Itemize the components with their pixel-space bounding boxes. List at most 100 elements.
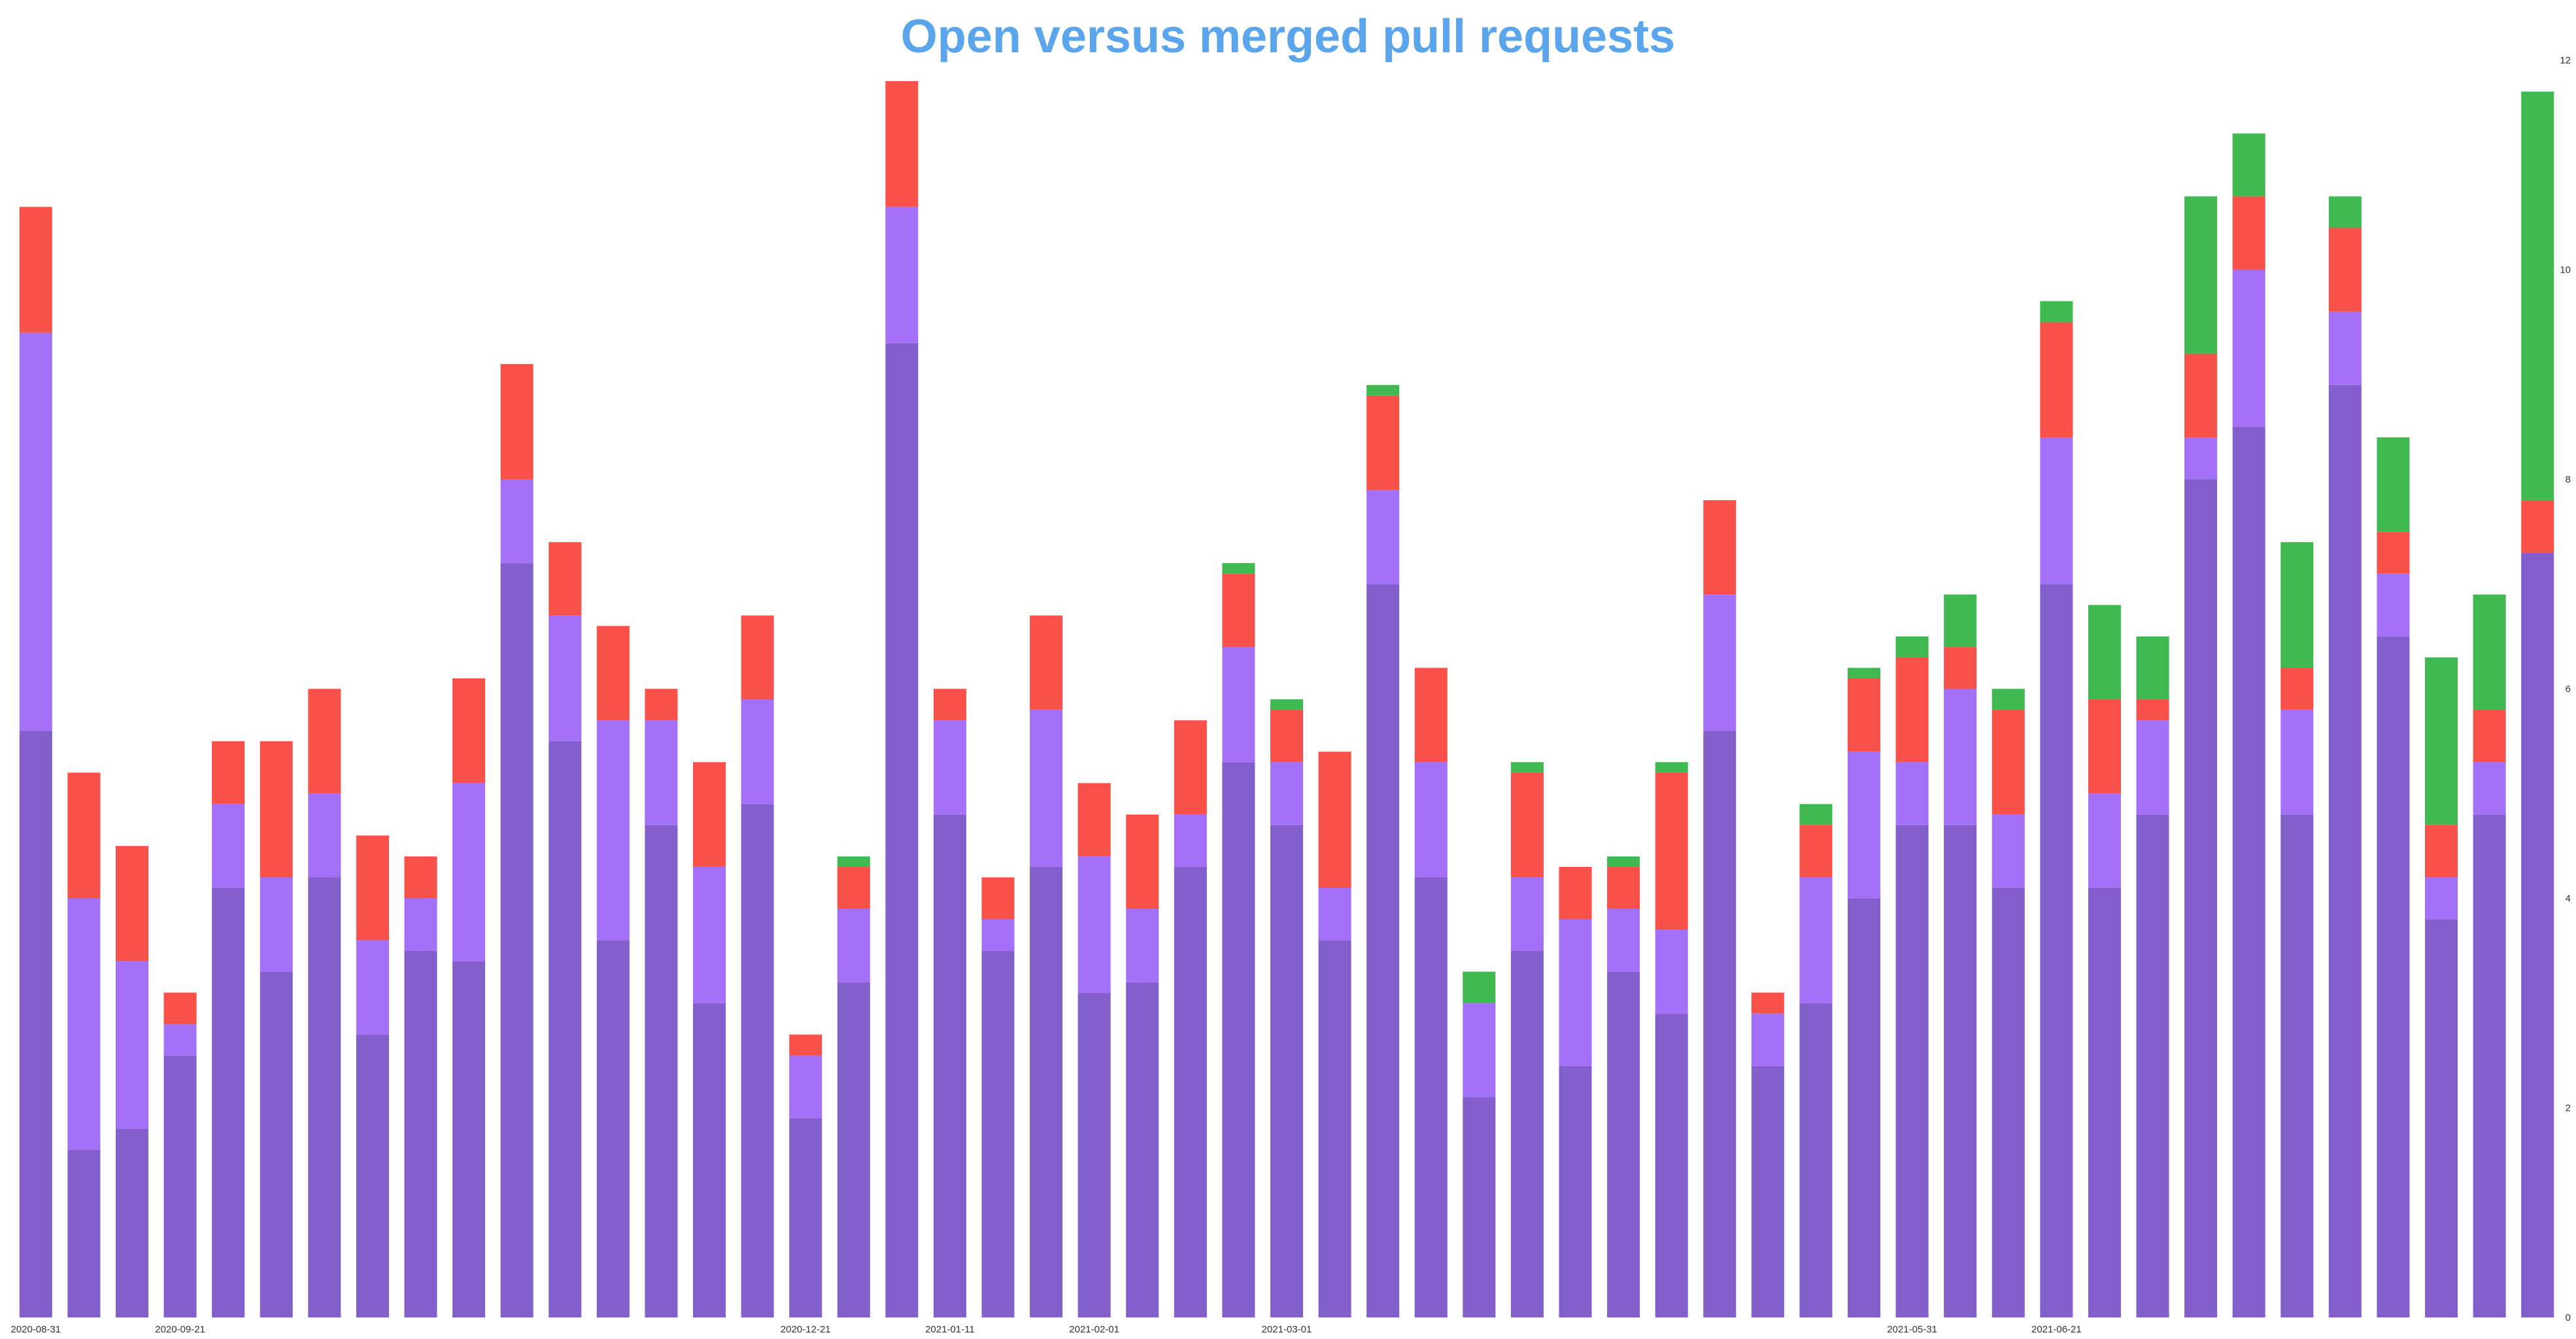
bar-segment-base-26 [1270, 824, 1304, 1317]
bar-segment-upper-10 [500, 364, 534, 480]
bar-segment-middle-13 [645, 720, 678, 825]
y-tick-label: 12 [2560, 55, 2571, 66]
chart-title: Open versus merged pull requests [900, 10, 1676, 63]
y-tick-label: 6 [2566, 684, 2571, 695]
bar-segment-top-52 [2521, 92, 2554, 501]
x-tick-label: 2021-01-11 [925, 1324, 975, 1335]
bar-segment-base-14 [692, 1003, 726, 1317]
bar-segment-top-25 [1222, 563, 1255, 574]
bar-segment-middle-35 [1703, 594, 1737, 731]
bar-segment-upper-38 [1848, 678, 1881, 752]
bar-segment-upper-19 [933, 688, 966, 720]
bar-segment-upper-47 [2280, 668, 2314, 710]
bar-segment-middle-3 [163, 1024, 197, 1056]
bar-segment-base-41 [1991, 887, 2025, 1317]
bar-segment-base-45 [2184, 479, 2218, 1317]
bar-segment-base-1 [67, 1149, 101, 1317]
bar-segment-upper-9 [452, 678, 486, 783]
bar-segment-base-28 [1366, 584, 1400, 1317]
bar-segment-base-50 [2425, 919, 2458, 1317]
bar-segment-middle-28 [1366, 490, 1400, 585]
bar-segment-middle-9 [452, 783, 486, 962]
bar-segment-base-8 [404, 951, 437, 1317]
bar-segment-base-18 [885, 343, 919, 1318]
x-tick-label: 2021-06-21 [2031, 1324, 2082, 1335]
bar-segment-middle-1 [67, 898, 101, 1150]
bar-segment-base-15 [741, 804, 774, 1317]
bar-segment-middle-37 [1799, 877, 1833, 1004]
bar-segment-middle-27 [1318, 887, 1351, 941]
bar-segment-base-34 [1655, 1013, 1688, 1317]
bar-segment-middle-21 [1030, 709, 1063, 867]
bar-segment-base-22 [1077, 992, 1111, 1317]
bar-segment-middle-25 [1222, 647, 1255, 762]
bar-segment-top-41 [1991, 688, 2025, 710]
bar-segment-upper-12 [596, 626, 630, 720]
bar-segment-middle-6 [308, 793, 341, 877]
bar-segment-middle-8 [404, 898, 437, 951]
bar-segment-upper-34 [1655, 772, 1688, 930]
bar-segment-base-43 [2088, 887, 2121, 1317]
bar-segment-base-35 [1703, 730, 1737, 1317]
bar-segment-middle-26 [1270, 762, 1304, 825]
bar-segment-middle-33 [1607, 909, 1640, 972]
x-tick-labels: 2020-08-31 2020-09-21 2020-12-21 2021-01-11… [10, 1324, 2081, 1335]
bar-segment-middle-20 [981, 919, 1015, 951]
bar-segment-base-39 [1895, 824, 1929, 1317]
bar-segment-base-0 [19, 730, 52, 1317]
bar-segment-base-16 [789, 1118, 822, 1317]
bar-segment-base-7 [356, 1034, 389, 1317]
bar-segment-upper-44 [2136, 699, 2169, 720]
bar-segment-upper-1 [67, 772, 101, 899]
bar-segment-middle-44 [2136, 720, 2169, 815]
bar-segment-top-31 [1510, 762, 1544, 773]
bar-segment-upper-16 [789, 1034, 822, 1056]
x-tick-label: 2021-03-01 [1262, 1324, 1312, 1335]
bar-segment-base-10 [500, 563, 534, 1317]
bar-segment-upper-5 [260, 741, 293, 877]
y-tick-label: 2 [2566, 1103, 2571, 1114]
bar-segment-top-30 [1463, 972, 1496, 1004]
bar-segment-upper-8 [404, 856, 437, 899]
bar-segment-base-2 [115, 1128, 148, 1317]
bar-segment-base-3 [163, 1055, 197, 1317]
bar-segment-top-34 [1655, 762, 1688, 773]
bar-segment-middle-43 [2088, 793, 2121, 888]
bar-segment-upper-22 [1077, 783, 1111, 856]
bar-segment-base-48 [2328, 384, 2362, 1317]
y-tick-label: 4 [2566, 893, 2571, 904]
bar-segment-upper-51 [2473, 709, 2506, 762]
y-tick-label: 0 [2566, 1312, 2571, 1323]
bar-segment-upper-26 [1270, 709, 1304, 762]
bar-segment-upper-50 [2425, 824, 2458, 877]
bar-segment-middle-5 [260, 877, 293, 972]
bar-segment-base-20 [981, 951, 1015, 1317]
bar-segment-top-26 [1270, 699, 1304, 710]
bar-segment-base-30 [1463, 1097, 1496, 1317]
bar-segment-upper-36 [1751, 992, 1784, 1014]
bar-segment-middle-11 [549, 615, 582, 741]
bar-segment-upper-4 [212, 741, 245, 804]
bar-segment-upper-46 [2232, 196, 2265, 270]
bar-segment-base-9 [452, 961, 486, 1317]
bar-segment-middle-46 [2232, 269, 2265, 427]
bar-segment-upper-7 [356, 835, 389, 941]
bar-segment-top-48 [2328, 196, 2362, 228]
bar-segment-top-37 [1799, 804, 1833, 825]
bar-segment-upper-43 [2088, 699, 2121, 794]
bar-segment-middle-18 [885, 207, 919, 343]
x-tick-label: 2020-08-31 [10, 1324, 61, 1335]
bar-segment-upper-18 [885, 81, 919, 207]
bar-segment-upper-2 [115, 845, 148, 962]
bar-segment-top-49 [2377, 437, 2410, 532]
bar-segment-upper-21 [1030, 615, 1063, 710]
bar-segment-middle-34 [1655, 930, 1688, 1014]
bar-segment-base-4 [212, 887, 245, 1317]
bar-segment-middle-24 [1174, 814, 1207, 867]
bar-segment-middle-14 [692, 866, 726, 1004]
bar-segment-upper-32 [1559, 866, 1592, 920]
bar-segment-base-51 [2473, 814, 2506, 1317]
bar-segment-upper-33 [1607, 866, 1640, 909]
bar-segment-base-12 [596, 940, 630, 1317]
bar-segment-top-33 [1607, 856, 1640, 867]
